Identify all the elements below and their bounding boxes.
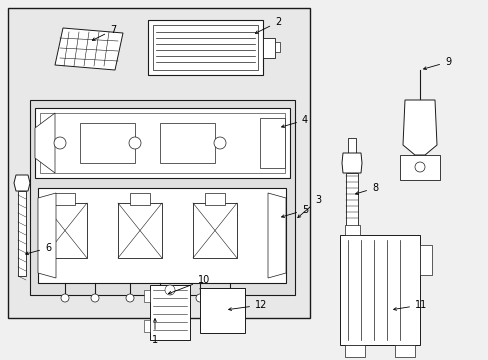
Circle shape — [214, 137, 225, 149]
Bar — [55, 193, 75, 205]
Polygon shape — [35, 113, 55, 173]
Bar — [345, 225, 359, 235]
Bar — [143, 290, 150, 302]
Bar — [274, 42, 280, 52]
Bar — [18, 191, 26, 276]
Polygon shape — [38, 193, 56, 278]
Polygon shape — [14, 175, 30, 191]
Text: 6: 6 — [25, 243, 51, 255]
Text: 8: 8 — [355, 183, 377, 194]
Bar — [43, 203, 87, 258]
Bar — [80, 123, 135, 163]
Text: 7: 7 — [92, 25, 116, 40]
Polygon shape — [402, 100, 436, 155]
Circle shape — [225, 294, 234, 302]
Bar — [160, 123, 215, 163]
Bar — [40, 113, 285, 173]
Bar — [150, 285, 190, 340]
Bar — [143, 320, 150, 332]
Circle shape — [61, 294, 69, 302]
Bar — [346, 173, 357, 228]
Text: 11: 11 — [393, 300, 427, 310]
Text: 9: 9 — [423, 57, 450, 69]
Bar — [118, 203, 162, 258]
Text: 10: 10 — [168, 275, 210, 294]
Bar — [30, 100, 294, 295]
Bar — [339, 235, 419, 345]
Circle shape — [54, 137, 66, 149]
Bar — [153, 25, 258, 70]
Circle shape — [196, 294, 203, 302]
Bar — [347, 138, 355, 153]
Text: 1: 1 — [152, 319, 158, 345]
Bar — [263, 38, 274, 58]
Bar — [419, 245, 431, 275]
Circle shape — [129, 137, 141, 149]
Text: 4: 4 — [281, 115, 307, 127]
Polygon shape — [267, 193, 285, 278]
Bar — [193, 203, 237, 258]
Bar — [204, 193, 224, 205]
Bar — [148, 20, 263, 75]
Polygon shape — [55, 28, 123, 70]
Bar — [345, 345, 364, 357]
Bar — [130, 193, 150, 205]
Circle shape — [156, 294, 163, 302]
Bar — [38, 188, 285, 283]
Bar — [399, 155, 439, 180]
Circle shape — [164, 285, 175, 295]
Circle shape — [91, 294, 99, 302]
Circle shape — [414, 162, 424, 172]
Bar — [8, 8, 309, 318]
Text: 5: 5 — [281, 205, 307, 217]
Text: 12: 12 — [228, 300, 267, 310]
Bar — [394, 345, 414, 357]
Text: 2: 2 — [255, 17, 281, 33]
Polygon shape — [341, 153, 361, 173]
Bar — [260, 118, 285, 168]
Text: 3: 3 — [297, 195, 321, 217]
Bar — [35, 108, 289, 178]
Circle shape — [126, 294, 134, 302]
Bar — [200, 288, 244, 333]
